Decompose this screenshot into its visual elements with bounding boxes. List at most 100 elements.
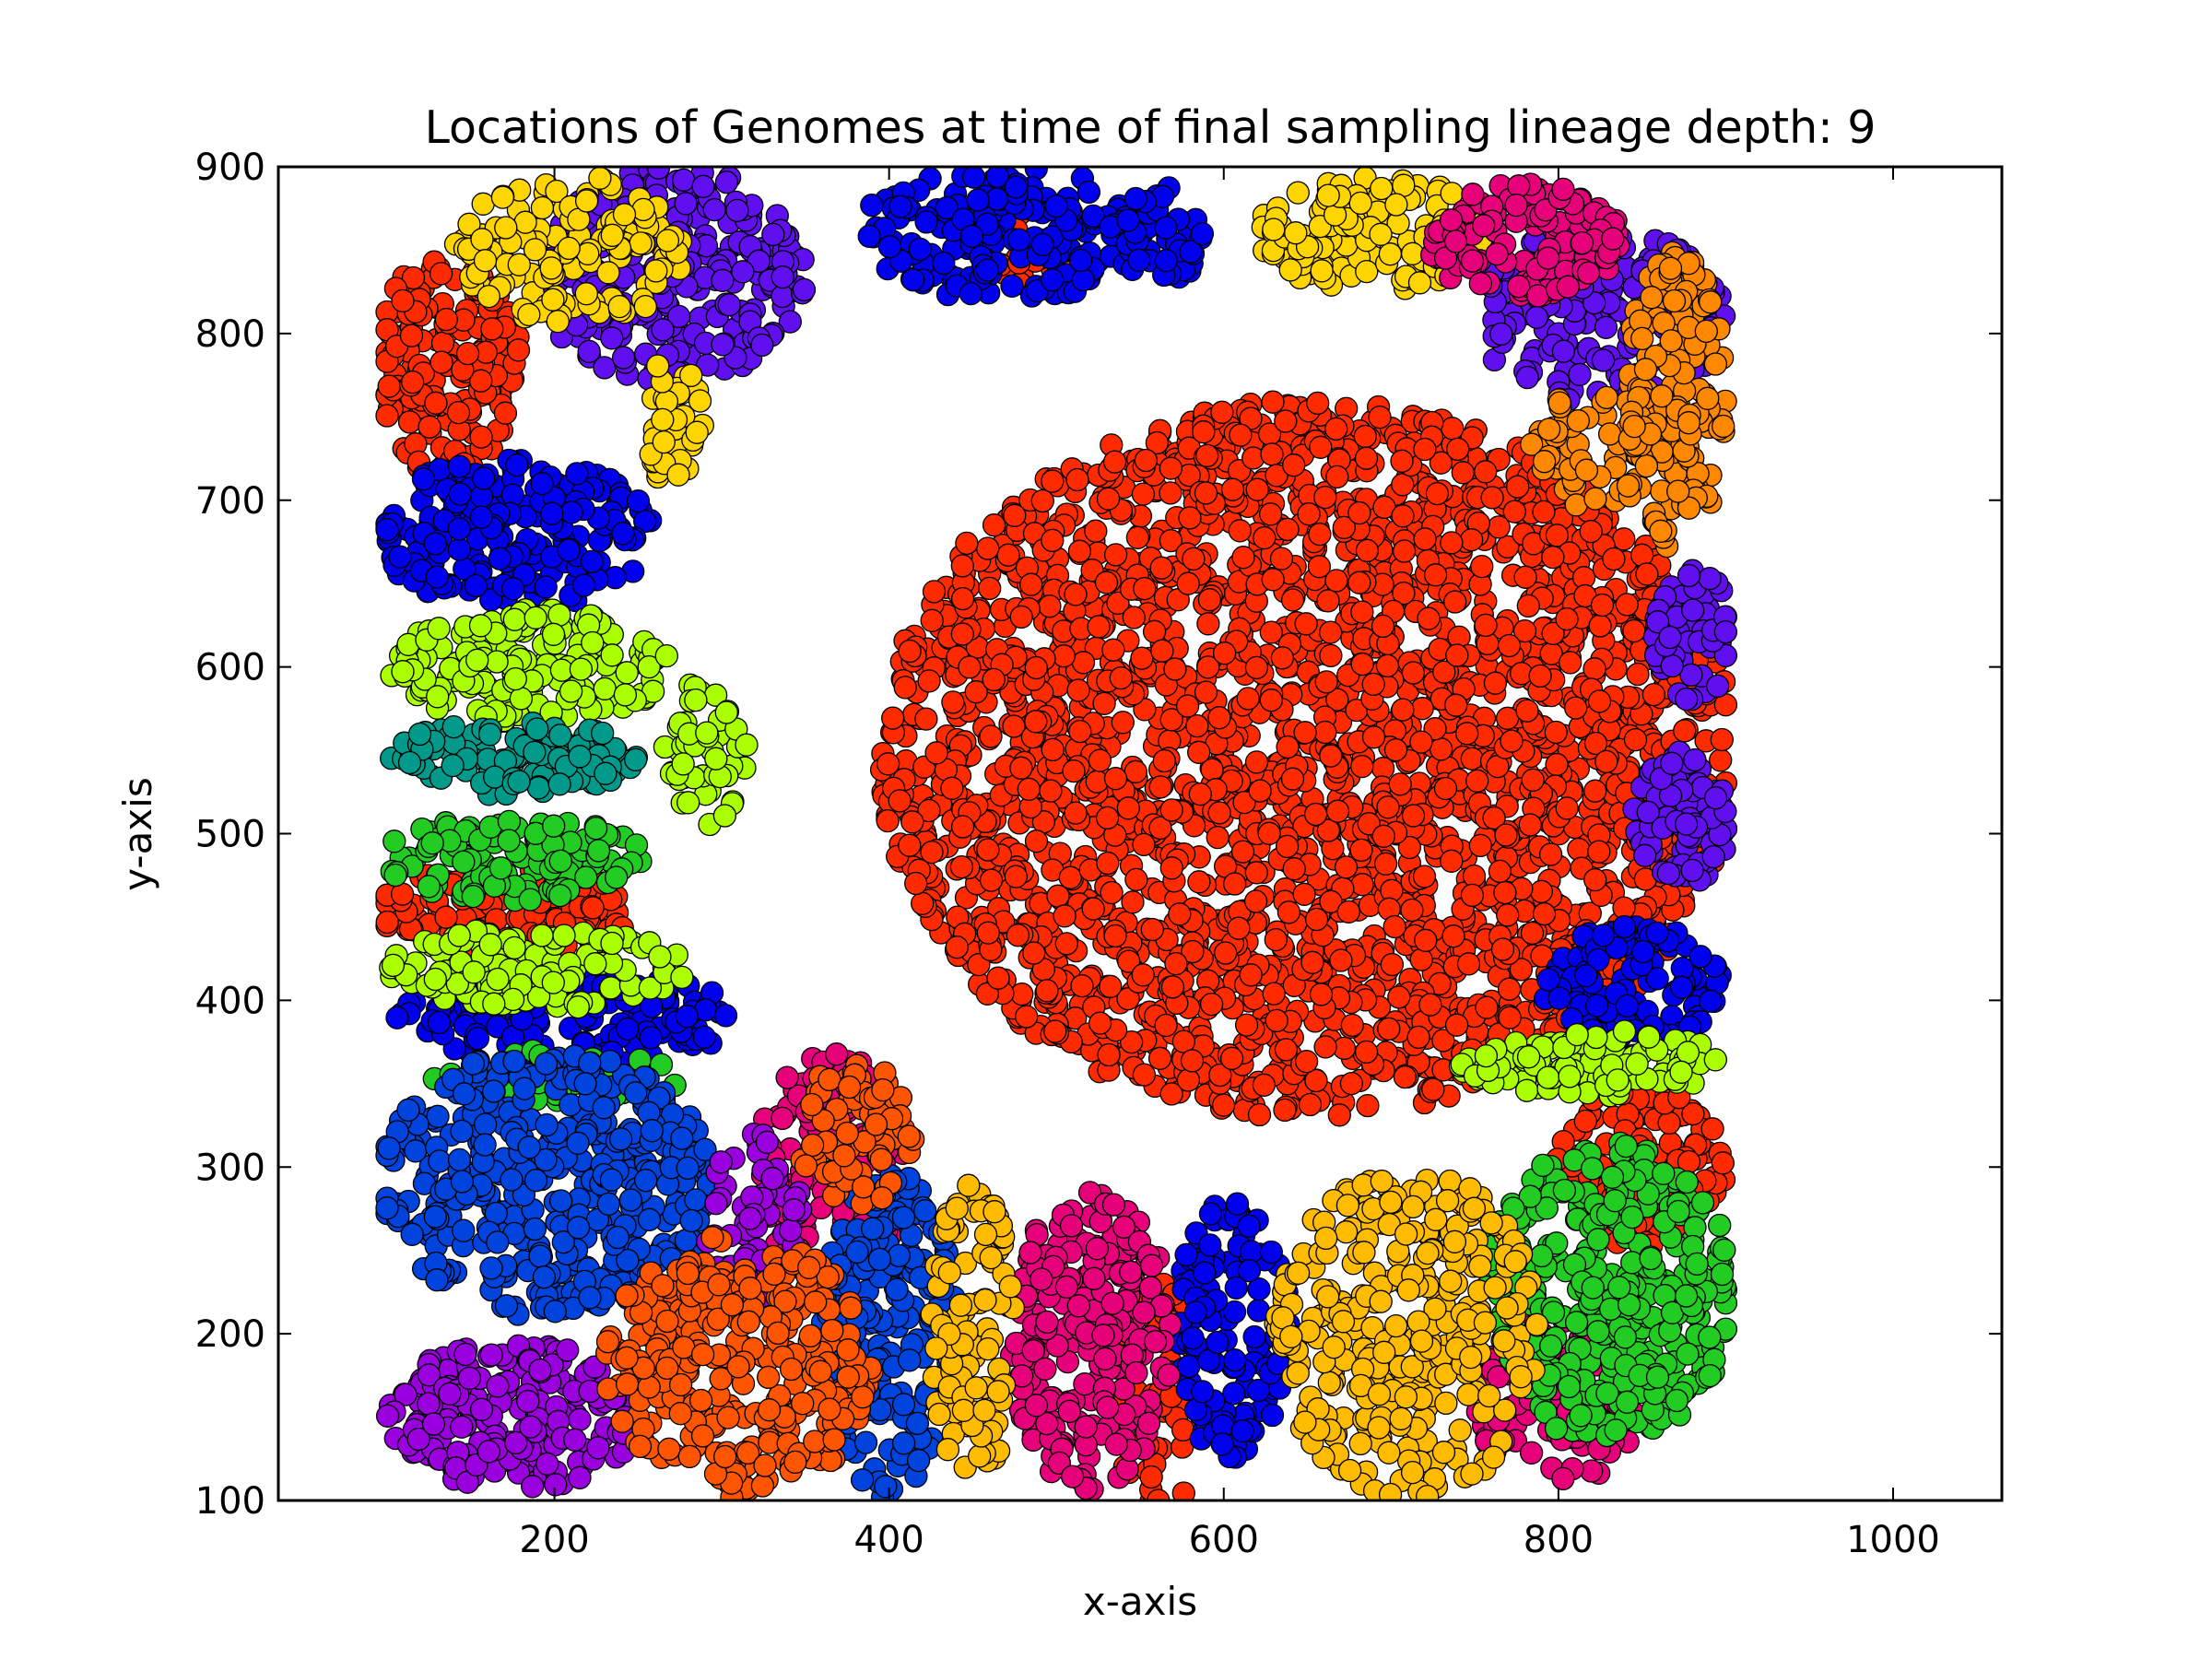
scatter-point <box>1111 711 1135 735</box>
scatter-point <box>1319 744 1343 768</box>
scatter-point <box>1103 767 1128 791</box>
scatter-point <box>1576 261 1601 285</box>
scatter-point <box>1645 921 1669 946</box>
scatter-point <box>1260 442 1284 466</box>
scatter-point <box>1041 469 1065 493</box>
scatter-point <box>1348 191 1372 216</box>
scatter-point <box>1325 688 1349 712</box>
scatter-point <box>881 706 905 730</box>
scatter-point <box>1497 977 1522 1001</box>
scatter-point <box>1174 1242 1198 1267</box>
scatter-point <box>559 500 583 524</box>
scatter-point <box>1024 655 1048 680</box>
scatter-point <box>1052 644 1076 668</box>
scatter-point <box>986 966 1010 990</box>
scatter-point <box>1488 859 1512 884</box>
scatter-point <box>1475 995 1499 1019</box>
scatter-point <box>1324 569 1348 593</box>
scatter-point <box>717 293 741 317</box>
scatter-point <box>1160 975 1185 999</box>
scatter-point <box>1545 752 1569 777</box>
scatter-point <box>490 185 515 209</box>
scatter-point <box>1555 606 1579 631</box>
scatter-point <box>1541 545 1565 570</box>
scatter-point <box>1465 769 1489 793</box>
scatter-point <box>1314 670 1338 694</box>
scatter-point <box>1350 754 1374 779</box>
scatter-point <box>1212 641 1237 665</box>
scatter-point <box>1703 786 1728 810</box>
scatter-point <box>1623 727 1648 752</box>
scatter-point <box>1468 833 1492 858</box>
scatter-point <box>1258 502 1283 526</box>
scatter-point <box>1400 898 1424 923</box>
scatter-point <box>1068 719 1092 744</box>
scatter-point <box>1459 528 1484 552</box>
scatter-point <box>1131 482 1156 506</box>
scatter-point <box>1493 880 1517 905</box>
scatter-point <box>1313 720 1337 745</box>
scatter-point <box>1440 849 1464 873</box>
scatter-point <box>411 467 436 491</box>
scatter-point <box>1084 519 1108 543</box>
scatter-point <box>1698 567 1722 591</box>
scatter-point <box>1356 1093 1380 1118</box>
scatter-point <box>1368 405 1392 429</box>
scatter-point <box>434 905 458 929</box>
scatter-point <box>1178 506 1202 530</box>
scatter-point <box>1182 547 1206 571</box>
scatter-point <box>424 391 448 415</box>
scatter-point <box>655 229 680 253</box>
scatter-point <box>888 194 912 218</box>
scatter-point <box>1516 594 1540 618</box>
scatter-point <box>1206 1330 1230 1355</box>
scatter-point <box>1472 214 1496 238</box>
scatter-point <box>966 188 990 212</box>
scatter-point <box>1498 1006 1522 1030</box>
scatter-point <box>1259 688 1283 712</box>
scatter-point <box>1657 1111 1681 1135</box>
scatter-point <box>1461 182 1485 206</box>
scatter-point <box>1489 322 1513 347</box>
scatter-point <box>961 167 986 189</box>
scatter-point <box>1247 1102 1272 1127</box>
scatter-point <box>1513 565 1537 589</box>
scatter-point <box>469 505 493 529</box>
scatter-point <box>1401 804 1426 828</box>
scatter-point <box>898 639 922 664</box>
scatter-point <box>1383 737 1408 762</box>
scatter-point <box>876 752 900 776</box>
scatter-point <box>975 258 1000 282</box>
scatter-point <box>1234 1013 1259 1037</box>
scatter-point <box>1470 554 1494 579</box>
scatter-point <box>534 575 558 599</box>
scatter-point <box>1148 775 1172 799</box>
scatter-point <box>941 690 965 714</box>
scatter-point <box>1183 1300 1208 1324</box>
scatter-point <box>900 810 924 834</box>
scatter-point <box>1583 779 1607 803</box>
scatter-point <box>1507 275 1531 299</box>
scatter-point <box>932 251 956 276</box>
scatter-point <box>1350 652 1374 677</box>
scatter-point <box>1456 952 1481 976</box>
scatter-point <box>1132 832 1156 857</box>
scatter-point <box>1293 721 1317 745</box>
scatter-point <box>607 294 631 319</box>
scatter-point <box>982 667 1006 692</box>
scatter-point <box>1521 768 1545 793</box>
scatter-point <box>1207 706 1231 730</box>
scatter-point <box>1347 571 1371 594</box>
scatter-point <box>1355 538 1380 563</box>
scatter-point <box>600 223 624 247</box>
scatter-point <box>530 195 555 220</box>
scatter-point <box>1308 522 1332 547</box>
scatter-point <box>488 547 512 571</box>
scatter-point <box>1242 1324 1266 1349</box>
scatter-point <box>1507 174 1531 198</box>
scatter-point <box>920 840 944 865</box>
scatter-point <box>506 338 531 362</box>
scatter-point <box>1194 680 1218 704</box>
scatter-point <box>1065 467 1089 492</box>
scatter-point <box>1070 973 1094 998</box>
